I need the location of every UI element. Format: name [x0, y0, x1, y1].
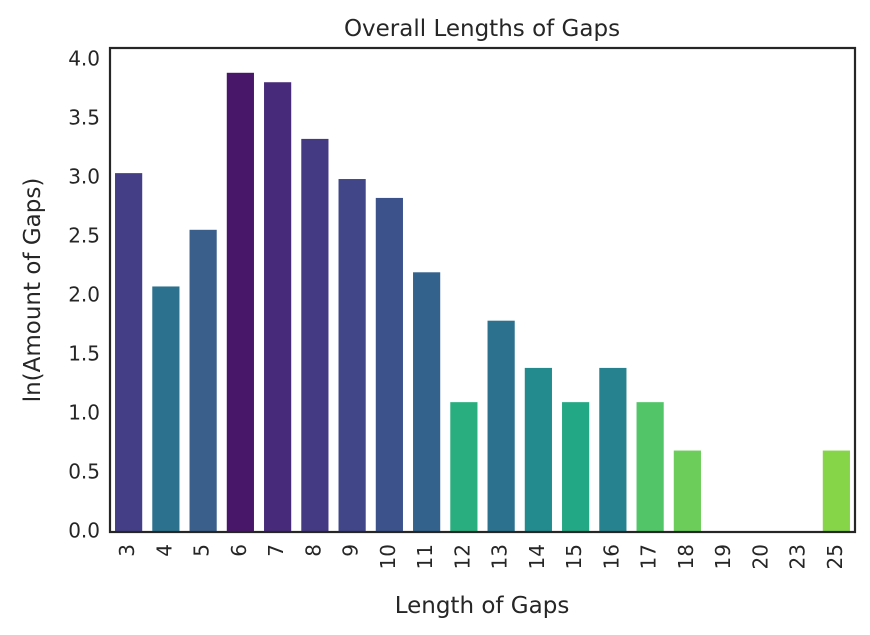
bar-16	[599, 367, 627, 532]
x-axis-ticks: 3 4 5 6 7 8 9 10 11 12 13 14 15 16 17 18 19 20 23 25	[115, 544, 847, 569]
bar-14	[524, 367, 552, 532]
y-tick-label: 1.0	[68, 400, 100, 424]
x-tick-label: 4	[152, 544, 176, 557]
bar-12	[450, 402, 478, 532]
x-tick-label: 11	[413, 544, 437, 569]
x-tick-label: 23	[786, 544, 810, 569]
bar-13	[487, 320, 515, 532]
y-tick-label: 4.0	[68, 46, 100, 70]
plot-frame	[108, 46, 857, 534]
y-tick-label: 0.0	[68, 519, 100, 543]
x-tick-label: 5	[190, 544, 214, 557]
x-tick-label: 18	[674, 544, 698, 569]
x-tick-label: 20	[748, 544, 772, 569]
bar-11	[413, 272, 441, 532]
chart-title: Overall Lengths of Gaps	[344, 16, 620, 42]
bar-8	[301, 138, 329, 532]
x-tick-label: 9	[339, 544, 363, 557]
bar-4	[152, 286, 180, 532]
x-tick-label: 16	[599, 544, 623, 569]
x-tick-label: 14	[525, 544, 549, 569]
x-tick-label: 3	[115, 544, 139, 557]
x-tick-label: 6	[227, 544, 251, 557]
bar-10	[375, 197, 403, 533]
x-tick-label: 8	[301, 544, 325, 557]
y-tick-label: 3.5	[68, 105, 100, 129]
bar-25	[822, 450, 850, 532]
x-tick-label: 15	[562, 544, 586, 569]
x-tick-label: 13	[488, 544, 512, 569]
y-axis-label: ln(Amount of Gaps)	[20, 178, 46, 403]
y-tick-label: 0.5	[68, 459, 100, 483]
x-tick-label: 25	[823, 544, 847, 569]
bar-7	[264, 82, 292, 532]
y-tick-label: 3.0	[68, 164, 100, 188]
bars-group	[115, 72, 850, 533]
bar-9	[338, 179, 366, 532]
x-tick-label: 19	[711, 544, 735, 569]
y-axis-ticks: 0.0 0.5 1.0 1.5 2.0 2.5 3.0 3.5 4.0	[68, 46, 100, 542]
bar-15	[562, 402, 590, 532]
x-tick-label: 10	[376, 544, 400, 569]
x-tick-label: 12	[450, 544, 474, 569]
x-tick-label: 17	[637, 544, 661, 569]
bar-5	[189, 229, 217, 533]
bar-6	[226, 72, 254, 532]
y-tick-label: 1.5	[68, 341, 100, 365]
bar-17	[636, 402, 664, 532]
y-tick-label: 2.5	[68, 223, 100, 247]
x-axis-label: Length of Gaps	[395, 593, 570, 619]
x-tick-label: 7	[264, 544, 288, 557]
bar-3	[115, 173, 143, 532]
y-tick-label: 2.0	[68, 282, 100, 306]
bar-18	[673, 450, 701, 532]
